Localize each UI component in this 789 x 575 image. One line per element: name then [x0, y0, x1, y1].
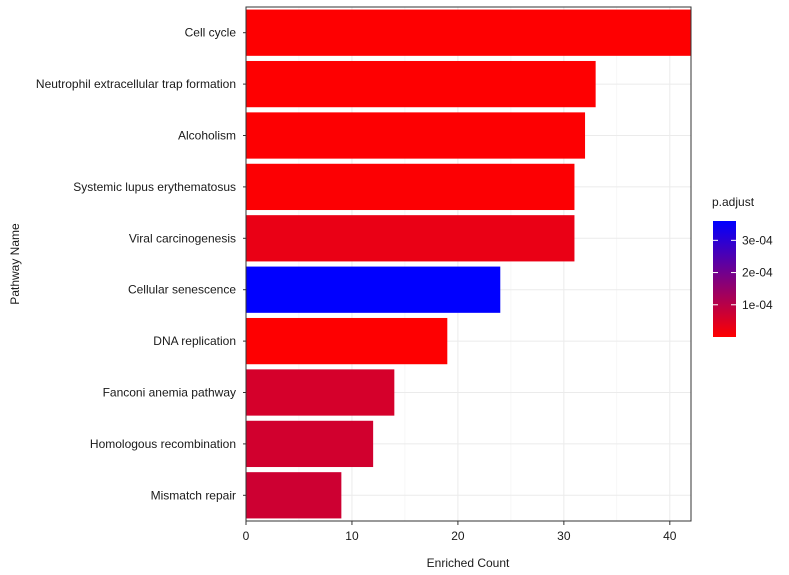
bar — [246, 215, 575, 262]
x-tick-label: 20 — [451, 529, 465, 543]
x-axis-ticks: 0 10 20 30 40 — [243, 521, 677, 543]
category-label: Fanconi anemia pathway — [103, 386, 236, 400]
category-label: Mismatch repair — [151, 488, 236, 502]
bar — [246, 317, 448, 365]
category-label: Systemic lupus erythematosus — [73, 180, 236, 194]
legend-title: p.adjust — [712, 195, 755, 209]
category-label: Neutrophil extracellular trap formation — [36, 77, 236, 91]
category-label: DNA replication — [153, 334, 236, 348]
x-tick-label: 30 — [557, 529, 571, 543]
legend-colorbar — [713, 221, 736, 337]
legend-tick-label: 3e-04 — [742, 233, 773, 247]
bar — [246, 60, 596, 108]
category-label: Cell cycle — [185, 26, 237, 40]
bar — [246, 9, 691, 56]
x-tick-label: 0 — [243, 529, 250, 543]
bar — [246, 112, 586, 159]
bar — [246, 163, 575, 211]
bar — [246, 369, 395, 416]
bars — [246, 9, 691, 519]
y-axis-label: Pathway Name — [8, 223, 22, 305]
bar — [246, 266, 501, 313]
x-tick-label: 10 — [345, 529, 359, 543]
x-axis-label: Enriched Count — [427, 556, 510, 570]
bar — [246, 472, 342, 519]
color-legend: p.adjust 3e-04 2e-04 1e-04 — [712, 195, 773, 337]
legend-tick-label: 2e-04 — [742, 266, 773, 280]
category-label: Alcoholism — [178, 129, 236, 143]
x-tick-label: 40 — [663, 529, 677, 543]
bar — [246, 420, 374, 468]
category-label: Cellular senescence — [128, 283, 236, 297]
panel-border — [245, 6, 692, 522]
category-labels: Cell cycle Neutrophil extracellular trap … — [36, 26, 246, 502]
legend-tick-label: 1e-04 — [742, 298, 773, 312]
legend-ticks: 3e-04 2e-04 1e-04 — [713, 233, 773, 312]
category-label: Viral carcinogenesis — [129, 231, 236, 245]
category-label: Homologous recombination — [90, 437, 236, 451]
